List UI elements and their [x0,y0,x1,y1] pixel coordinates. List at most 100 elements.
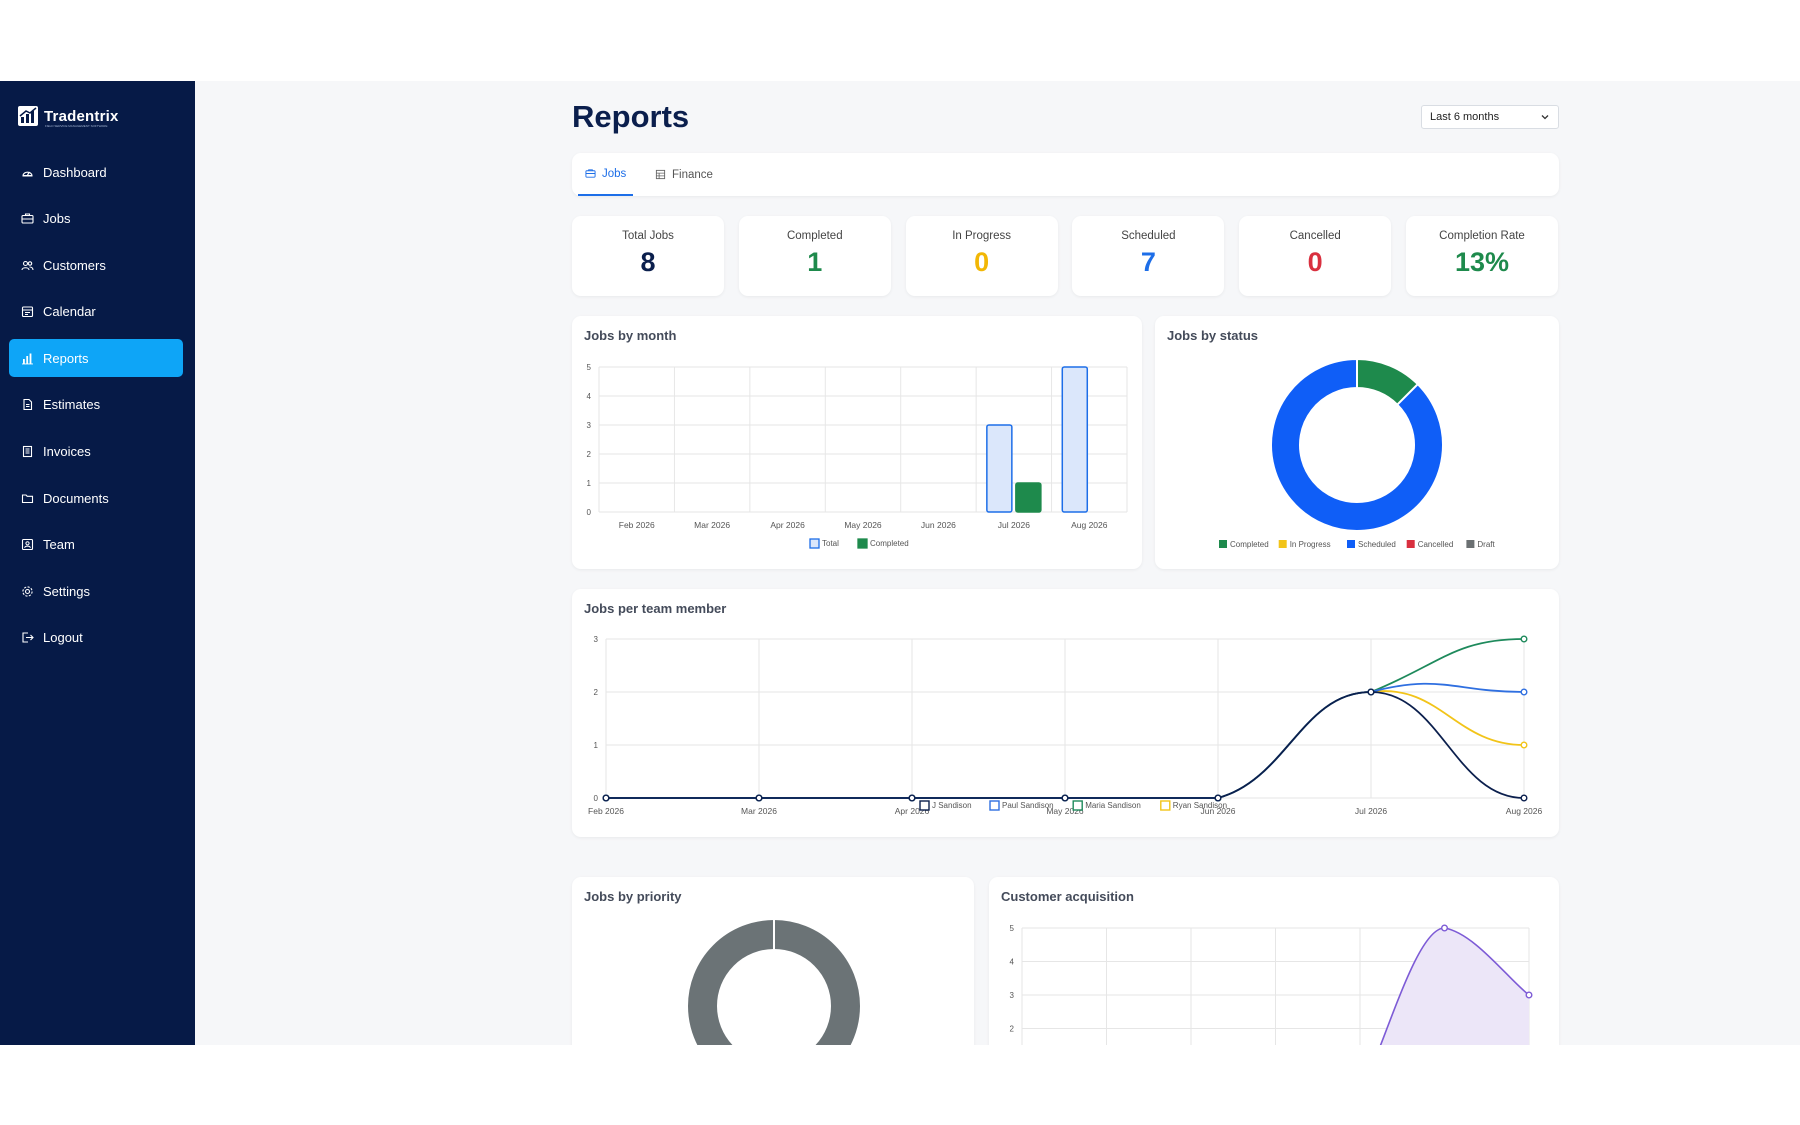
legend-swatch [1406,540,1415,548]
sidebar-item-label: Documents [43,490,109,506]
stat-card-cancelled: Cancelled 0 [1239,216,1392,296]
stat-card-in-progress: In Progress 0 [905,216,1058,296]
x-tick-label: Jun 2026 [921,520,956,530]
app-window: Tradentrix FIELD SERVICE MANAGEMENT SOFT… [0,81,1800,1045]
x-tick-label: May 2026 [1046,806,1084,816]
sidebar-item-logout[interactable]: Logout [9,619,183,657]
sidebar-item-reports[interactable]: Reports [9,339,183,378]
data-point [1520,741,1528,749]
stat-label: Completion Rate [1439,230,1525,242]
legend-label: Ryan Sandison [1173,801,1227,810]
legend-swatch [989,800,1000,811]
stat-label: Total Jobs [622,230,674,242]
data-point [755,794,763,802]
sidebar-item-calendar[interactable]: Calendar [9,293,183,331]
jobs-by-status-card: Jobs by status Completed In Progress Sched… [1155,316,1559,569]
tab-finance-label: Finance [672,168,713,181]
stat-label: Completed [786,230,843,242]
customer-acquisition-title: Customer acquisition [1001,889,1134,904]
data-point [908,794,916,802]
brand-name: Tradentrix [44,107,119,125]
sidebar-item-label: Dashboard [43,164,107,180]
x-tick-label: Jul 2026 [1355,806,1387,816]
bar-total [986,424,1013,513]
legend-swatch [1347,540,1355,548]
sidebar-item-settings[interactable]: Settings [9,572,183,610]
jobs-by-status-title: Jobs by status [1167,328,1259,343]
customer-acquisition-chart: 2 3 4 5 [1010,924,1533,1045]
legend-label: Completed [1230,540,1269,549]
legend-label: Scheduled [1358,540,1396,549]
briefcase-icon [585,169,596,178]
table-icon [655,169,666,180]
stat-value: 0 [1307,247,1323,277]
y-tick-label: 0 [594,794,599,803]
legend-label: Total [822,539,839,548]
stat-value: 8 [640,247,656,277]
customer-acquisition-card: Customer acquisition 2 3 4 5 [989,877,1559,1045]
sidebar: Tradentrix FIELD SERVICE MANAGEMENT SOFT… [0,81,195,1045]
y-tick-label: 2 [1010,1025,1015,1034]
y-tick-label: 4 [587,392,592,401]
jobs-by-priority-title: Jobs by priority [584,889,682,904]
data-point [1520,635,1528,643]
data-point [1214,794,1222,802]
sidebar-item-label: Logout [43,630,83,646]
stat-value: 13% [1454,247,1510,277]
stat-card-total-jobs: Total Jobs 8 [572,216,724,296]
sidebar-item-label: Estimates [43,397,101,413]
stat-card-scheduled: Scheduled 7 [1072,216,1225,296]
sidebar-item-dashboard[interactable]: Dashboard [9,153,183,191]
sidebar-nav: Dashboard Jobs Customers Calendar Reports Est… [9,153,183,666]
tab-finance[interactable]: Finance [652,153,716,196]
data-point [602,794,610,802]
main-content: Reports Last 6 months Jobs Finance Total… [572,81,1559,1045]
y-tick-label: 3 [1010,991,1015,1000]
legend-label: Maria Sandison [1085,801,1141,810]
legend-swatch [809,538,820,549]
jobs-per-member-chart: 0 1 2 3 Feb 2026 Mar 2026 Apr 2026 May 2026 Jun … [588,635,1543,816]
jobs-by-month-chart: 0 1 2 3 4 5 Feb 2026 Mar 2026 Apr 2026 May 2026 Ju… [587,363,1128,549]
stat-value: 1 [807,247,823,277]
stat-value: 0 [974,247,990,277]
slice-scheduled [1270,357,1444,532]
legend-label: Completed [870,539,909,548]
gear-icon [21,585,34,598]
x-tick-label: Jun 2026 [1201,806,1236,816]
sidebar-item-invoices[interactable]: Invoices [9,433,183,471]
logout-icon [21,631,34,644]
date-range-select[interactable]: Last 6 months [1421,105,1559,129]
jobs-by-month-card: Jobs by month 0 1 2 3 4 5 Feb 2026 Mar 2026 Apr … [572,316,1142,569]
sidebar-item-customers[interactable]: Customers [9,246,183,284]
y-tick-label: 4 [1010,958,1015,967]
stat-label: In Progress [952,230,1011,242]
data-point [1061,794,1069,802]
chevron-down-icon [1541,115,1549,120]
legend-label: Cancelled [1418,540,1454,549]
sidebar-item-label: Calendar [43,304,96,320]
sidebar-item-label: Customers [43,257,106,273]
jobs-by-priority-chart [688,920,860,1045]
id-card-icon [21,538,34,551]
sidebar-item-jobs[interactable]: Jobs [9,200,183,238]
sidebar-item-label: Reports [43,350,89,366]
sidebar-item-label: Jobs [43,211,71,227]
x-tick-label: Jul 2026 [998,520,1030,530]
brand[interactable]: Tradentrix FIELD SERVICE MANAGEMENT SOFT… [17,105,119,128]
y-tick-label: 2 [594,688,599,697]
tab-jobs[interactable]: Jobs [578,153,634,196]
sidebar-item-team[interactable]: Team [9,526,183,564]
jobs-per-member-title: Jobs per team member [584,601,727,616]
area-fill [1380,928,1529,1045]
stat-value: 7 [1140,247,1156,277]
folder-icon [21,492,34,505]
jobs-by-priority-card: Jobs by priority [572,877,974,1045]
sidebar-item-documents[interactable]: Documents [9,479,183,517]
x-tick-label: Aug 2026 [1506,806,1543,816]
tab-jobs-label: Jobs [602,167,627,180]
data-point [1520,688,1528,696]
brand-tagline: FIELD SERVICE MANAGEMENT SOFTWARE [45,123,108,128]
sidebar-item-label: Invoices [43,444,91,460]
sidebar-item-estimates[interactable]: Estimates [9,386,183,424]
stat-card-completion-rate: Completion Rate 13% [1406,216,1558,296]
